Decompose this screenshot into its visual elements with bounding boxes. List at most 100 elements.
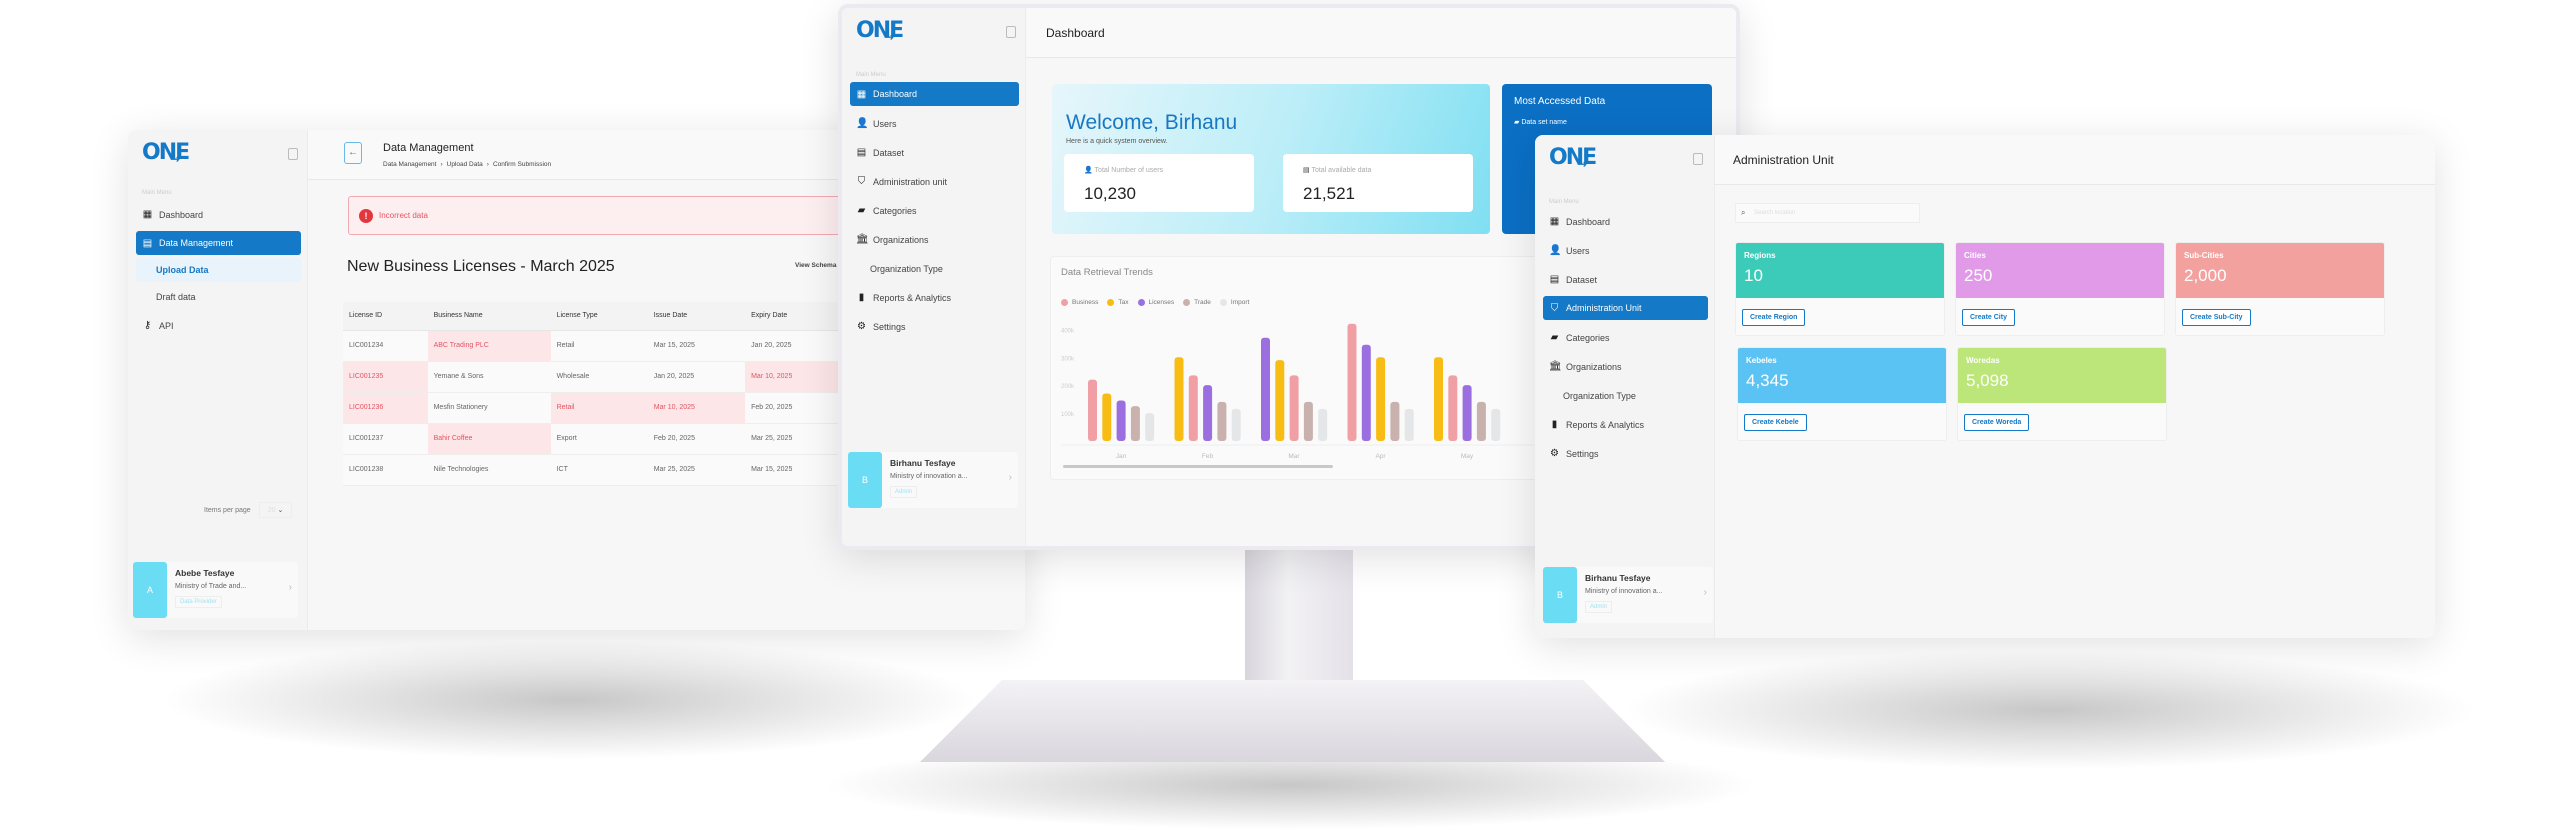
view-schema-link[interactable]: View Schema — [795, 262, 837, 269]
table-cell: LIC001234 — [349, 342, 384, 349]
legend-swatch — [1107, 299, 1115, 306]
chevron-down-icon: ⌄ — [277, 507, 284, 514]
column-header[interactable]: License Type — [550, 302, 648, 331]
folder-icon: ▰ — [1514, 119, 1520, 126]
legend-swatch — [1219, 299, 1227, 306]
sidebar-item-draft-data[interactable]: Draft data — [136, 282, 301, 311]
search-input[interactable]: ⌕ Search location — [1735, 203, 1920, 223]
sidebar-item-administration-unit[interactable]: ⛉ Administration unit — [850, 167, 1019, 196]
sidebar-item-reports-analytics[interactable]: ▮ Reports & Analytics — [850, 283, 1019, 312]
collapse-sidebar-icon[interactable] — [1006, 26, 1016, 38]
bar-business-mar — [1289, 375, 1299, 441]
bar-tax-may — [1434, 357, 1443, 441]
table-cell: LIC001237 — [349, 435, 384, 442]
collapse-sidebar-icon[interactable] — [1693, 153, 1703, 165]
bar-chart-icon: ▮ — [1551, 419, 1558, 430]
chevron-right-icon[interactable]: › — [288, 582, 292, 593]
error-cell: LIC001236 — [343, 392, 428, 423]
card-value: 250 — [1964, 266, 1993, 285]
bar-licenses-mar — [1261, 337, 1270, 441]
user-profile-card[interactable]: A Abebe Tesfaye Ministry of Trade and... Da… — [133, 562, 298, 618]
sidebar: ONE Main Menu ▦ Dashboard ▤ Data Management… — [128, 130, 308, 630]
x-tick-label: Mar — [1288, 453, 1300, 460]
logo: ONE — [142, 140, 190, 166]
items-per-page: Items per page 20 ⌄ — [204, 502, 293, 518]
sidebar-item-settings[interactable]: ⚙ Settings — [1543, 439, 1708, 468]
column-header[interactable]: Issue Date — [647, 302, 746, 331]
sidebar-item-dataset[interactable]: ▤ Dataset — [1543, 265, 1708, 294]
user-profile-card[interactable]: B Birhanu Tesfaye Ministry of innovation a… — [1543, 567, 1713, 623]
sidebar-item-label: Dashboard — [1566, 216, 1611, 227]
collapse-sidebar-icon[interactable] — [288, 148, 298, 160]
bar-import-may — [1491, 408, 1501, 441]
card-woredas: Woredas 5,098 Create Woreda — [1957, 347, 2167, 441]
bar-trade-mar — [1303, 401, 1313, 441]
user-role-badge: Data Provider — [175, 596, 222, 608]
create-woredas-button[interactable]: Create Woreda — [1964, 414, 2030, 431]
bar-business-jan — [1088, 379, 1097, 441]
chart-scrollbar[interactable] — [1063, 465, 1333, 468]
legend-item[interactable]: Import — [1219, 299, 1249, 306]
column-header[interactable]: Expiry Date — [745, 302, 843, 331]
sidebar-item-organization-type[interactable]: Organization Type — [850, 254, 1019, 283]
sidebar-item-label: Organizations — [1566, 361, 1622, 372]
column-header[interactable]: Business Name — [427, 302, 551, 331]
stat-value: 21,521 — [1303, 184, 1355, 203]
user-organization: Ministry of Trade and... — [175, 583, 247, 590]
legend-swatch — [1183, 299, 1191, 306]
table-cell: Wholesale — [556, 373, 590, 380]
create-regions-button[interactable]: Create Region — [1742, 309, 1806, 326]
create-kebeles-button[interactable]: Create Kebele — [1744, 414, 1807, 431]
search-icon: ⌕ — [1741, 208, 1746, 217]
gear-icon: ⚙ — [1550, 448, 1559, 459]
table-cell: Retail — [556, 342, 575, 349]
dashboard-icon: ▦ — [142, 209, 153, 220]
table-cell: Export — [556, 435, 577, 442]
sidebar-item-organizations[interactable]: 🏛 Organizations — [1543, 352, 1708, 381]
card-kebeles: Kebeles 4,345 Create Kebele — [1737, 347, 1947, 441]
card-label: Woredas — [1966, 356, 2000, 365]
sidebar-item-dashboard[interactable]: ▦ Dashboard — [1543, 207, 1708, 236]
breadcrumb-item[interactable]: Upload Data — [446, 161, 483, 168]
sidebar-item-dashboard[interactable]: ▦ Dashboard — [850, 82, 1019, 106]
sidebar-item-label: Reports & Analytics — [873, 292, 952, 303]
sidebar-item-label: Organizations — [873, 234, 929, 245]
sidebar-item-organization-type[interactable]: Organization Type — [1543, 381, 1708, 410]
sidebar-item-label: API — [159, 320, 174, 331]
sidebar-item-administration-unit[interactable]: ⛉ Administration Unit — [1543, 296, 1708, 320]
legend-item[interactable]: Licenses — [1137, 299, 1174, 306]
create-sub-cities-button[interactable]: Create Sub-City — [2182, 309, 2251, 326]
table-cell: Jan 20, 2025 — [751, 342, 792, 349]
sidebar-item-organizations[interactable]: 🏛 Organizations — [850, 225, 1019, 254]
create-cities-button[interactable]: Create City — [1962, 309, 2015, 326]
sidebar-item-settings[interactable]: ⚙ Settings — [850, 312, 1019, 341]
user-profile-card[interactable]: B Birhanu Tesfaye Ministry of innovation a… — [848, 452, 1018, 508]
sidebar-item-dataset[interactable]: ▤ Dataset — [850, 138, 1019, 167]
most-accessed-item[interactable]: ▰ Data set name — [1514, 119, 1567, 126]
bar-tax-feb — [1174, 357, 1184, 441]
table-cell: Yemane & Sons — [433, 373, 484, 380]
sidebar-item-upload-data[interactable]: Upload Data — [136, 258, 301, 282]
legend-item[interactable]: Trade — [1183, 299, 1211, 306]
sidebar-item-dashboard[interactable]: ▦ Dashboard — [136, 200, 301, 229]
legend-item[interactable]: Tax — [1107, 299, 1129, 306]
card-value: 5,098 — [1966, 371, 2009, 390]
sidebar-item-categories[interactable]: ▰ Categories — [850, 196, 1019, 225]
chevron-right-icon[interactable]: › — [1703, 587, 1707, 598]
breadcrumb-item[interactable]: Data Management — [383, 161, 437, 168]
avatar: B — [848, 452, 882, 508]
chevron-right-icon[interactable]: › — [1008, 472, 1012, 483]
items-per-page-select[interactable]: 20 ⌄ — [258, 502, 293, 518]
column-header[interactable]: License ID — [343, 302, 428, 331]
sidebar-item-reports-analytics[interactable]: ▮ Reports & Analytics — [1543, 410, 1708, 439]
sidebar-item-users[interactable]: 👤 Users — [1543, 236, 1708, 265]
user-icon: 👤 — [1549, 245, 1562, 256]
sidebar-item-users[interactable]: 👤 Users — [850, 109, 1019, 138]
user-role-badge: Admin — [1585, 601, 1613, 613]
sidebar-item-label: Users — [873, 118, 897, 129]
sidebar-item-data-management[interactable]: ▤ Data Management — [136, 231, 301, 255]
sidebar-item-categories[interactable]: ▰ Categories — [1543, 323, 1708, 352]
back-button[interactable]: ← — [344, 142, 362, 164]
legend-item[interactable]: Business — [1061, 299, 1098, 306]
sidebar-item-api[interactable]: ⚷ API — [136, 311, 301, 340]
